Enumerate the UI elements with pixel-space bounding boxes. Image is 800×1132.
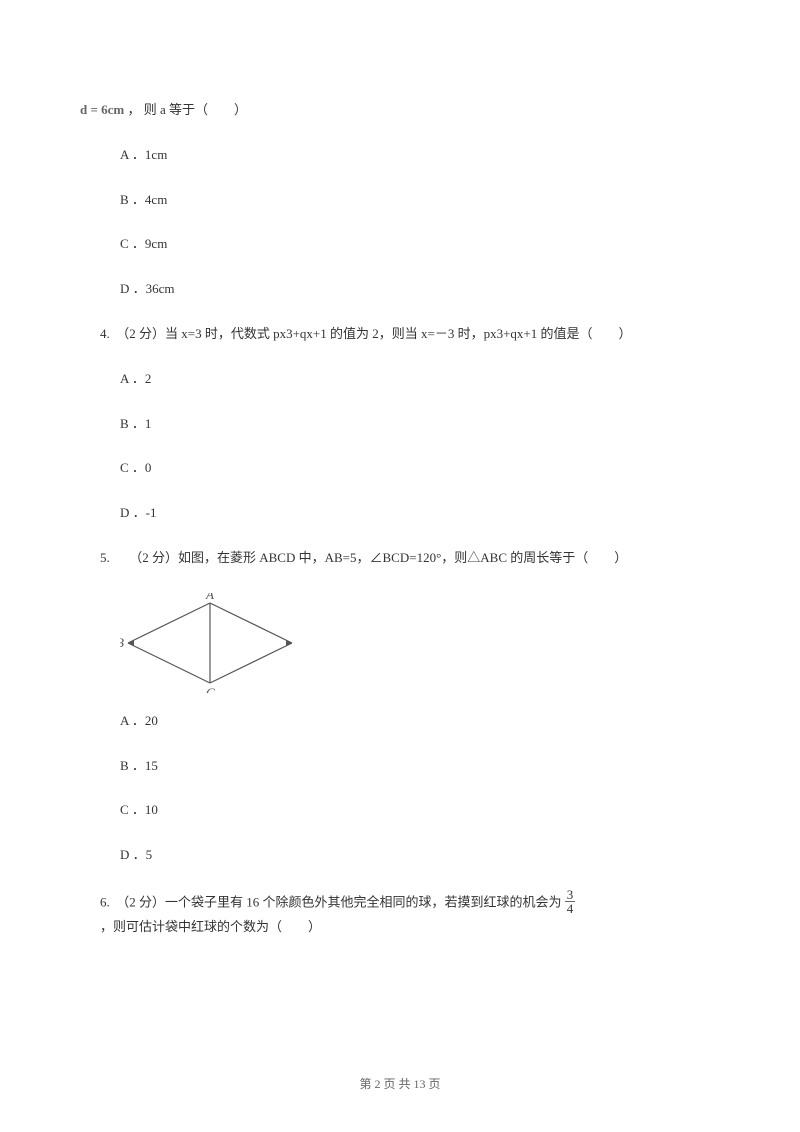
page-content: d = 6cm ， 则 a 等于（ ） A ．1cm B ．4cm C ．9cm… (0, 0, 800, 1002)
page-footer: 第 2 页 共 13 页 (0, 1075, 800, 1092)
fraction-den: 4 (565, 902, 576, 915)
q3-tail: ， 则 a 等于（ ） (124, 102, 247, 117)
svg-text:A: A (205, 593, 214, 602)
q4-option-c: C ．0 (80, 458, 720, 479)
q3-option-b: B ．4cm (80, 190, 720, 211)
q6-stem-part2: ，则可估计袋中红球的个数为（ ） (100, 919, 321, 934)
q6-stem: 6. （2 分）一个袋子里有 16 个除颜色外其他完全相同的球，若摸到红球的机会… (80, 890, 720, 938)
rhombus-diagram: ABCD (120, 593, 295, 693)
q5-stem: 5. （2 分）如图，在菱形 ABCD 中，AB=5，∠BCD=120°，则△A… (80, 548, 720, 569)
q4-option-d: D ．-1 (80, 503, 720, 524)
q3-option-c: C ．9cm (80, 234, 720, 255)
q4-stem: 4. （2 分）当 x=3 时，代数式 px3+qx+1 的值为 2，则当 x=… (80, 324, 720, 345)
q3-option-d: D ．36cm (80, 279, 720, 300)
q3-stem-cont: d = 6cm ， 则 a 等于（ ） (80, 100, 720, 121)
q5-option-d: D ．5 (80, 845, 720, 866)
svg-text:C: C (206, 685, 215, 693)
q5-option-c: C ．10 (80, 800, 720, 821)
q5-option-b: B ．15 (80, 756, 720, 777)
fraction-num: 3 (565, 888, 576, 902)
q4-option-a: A ．2 (80, 369, 720, 390)
svg-text:B: B (120, 635, 124, 650)
q4-option-b: B ．1 (80, 414, 720, 435)
q6-stem-part1: 6. （2 分）一个袋子里有 16 个除颜色外其他完全相同的球，若摸到红球的机会… (100, 894, 565, 909)
equation-d6cm: d = 6cm (80, 102, 124, 117)
q5-option-a: A ．20 (80, 711, 720, 732)
q3-option-a: A ．1cm (80, 145, 720, 166)
fraction-3-4: 3 4 (565, 888, 576, 915)
